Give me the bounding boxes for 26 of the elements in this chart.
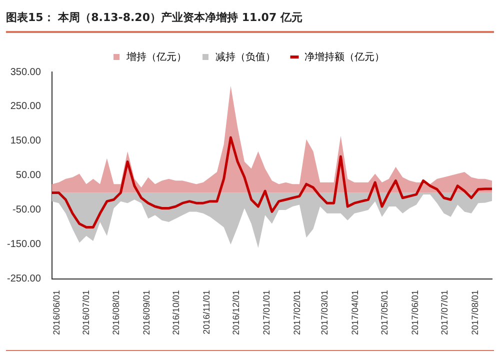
x-tick-label: 2017/04/01 xyxy=(350,290,360,336)
y-tick-label: -50.00 xyxy=(12,204,42,216)
x-tick-label: 2017/02/01 xyxy=(292,290,302,336)
y-tick-label: -250.00 xyxy=(6,274,42,285)
x-tick-label: 2016/08/01 xyxy=(111,290,122,336)
x-tick-label: 2017/01/01 xyxy=(262,290,272,336)
y-tick-label: -150.00 xyxy=(6,239,42,250)
legend-label: 增持（亿元） xyxy=(126,50,186,63)
x-tick-label: 2017/08/01 xyxy=(470,290,480,336)
y-tick-label: 150.00 xyxy=(10,136,42,147)
x-tick-label: 2016/10/01 xyxy=(171,290,182,336)
legend-label: 净增持额（亿元） xyxy=(304,50,384,63)
legend-label: 减持（负值） xyxy=(216,50,276,63)
x-tick-label: 2016/06/01 xyxy=(51,290,62,336)
x-tick-label: 2016/07/01 xyxy=(80,290,91,336)
y-tick-label: 250.00 xyxy=(10,101,42,112)
x-tick-label: 2017/07/01 xyxy=(439,290,450,336)
y-tick-label: 350.00 xyxy=(10,66,42,78)
chart-title: 图表15： 本周（8.13-8.20）产业资本净增持 11.07 亿元 xyxy=(6,10,494,33)
y-tick-label: 50.00 xyxy=(16,170,42,182)
x-tick-label: 2016/09/01 xyxy=(142,290,152,336)
x-tick-label: 2017/03/01 xyxy=(319,290,330,336)
x-tick-label: 2016/11/01 xyxy=(202,290,212,334)
x-tick-label: 2016/12/01 xyxy=(231,290,242,336)
x-tick-label: 2017/06/01 xyxy=(410,290,420,336)
x-tick-label: 2017/05/01 xyxy=(379,290,390,336)
